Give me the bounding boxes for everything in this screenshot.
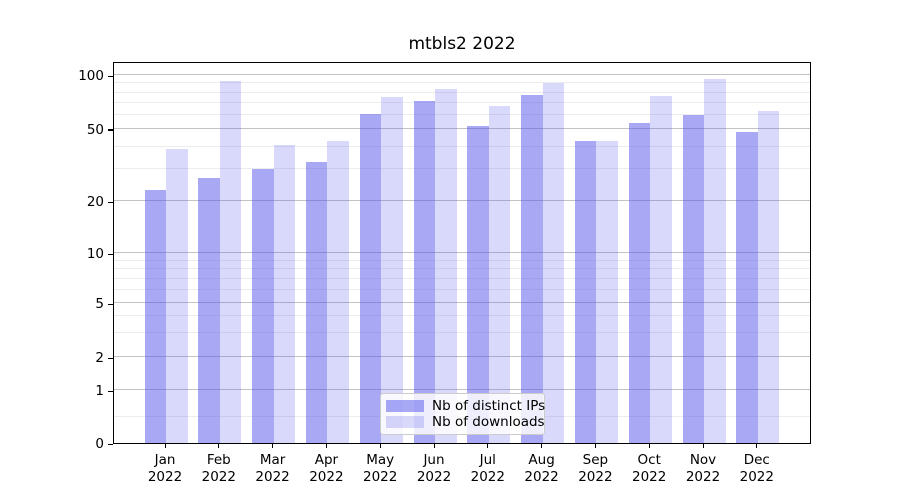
x-tick-label: Oct 2022 [632,452,667,485]
major-gridline [114,127,810,129]
minor-gridline [114,168,810,170]
x-tick-mark [541,444,543,448]
y-tick-label: 100 [78,68,104,85]
bar-sep-downloads [596,140,618,443]
minor-gridline [114,315,810,317]
x-tick-label: Aug 2022 [524,452,559,485]
bar-may-distinct-ips [359,113,382,443]
minor-gridline [114,259,810,261]
x-tick-mark [433,444,435,448]
x-tick-mark [702,444,704,448]
chart-title: mtbls2 2022 [408,34,516,54]
x-tick-mark [487,444,489,448]
major-gridline [114,200,810,202]
y-tick-mark [108,75,113,77]
y-tick-label: 1 [95,383,104,400]
x-tick-label: Jun 2022 [416,452,452,485]
x-tick-mark [379,444,381,448]
bar-jul-distinct-ips [467,125,489,443]
legend-swatch-distinct-ips [386,399,424,412]
bar-mar-distinct-ips [252,169,274,443]
legend: Nb of distinct IPs Nb of downloads [380,393,545,435]
x-tick-mark [648,444,650,448]
x-tick-mark [325,444,328,448]
bar-apr-distinct-ips [305,161,328,443]
x-tick-label: Mar 2022 [255,452,290,485]
y-tick-mark [108,303,113,305]
x-tick-label: Jan 2022 [147,452,183,485]
x-tick-label: Jul 2022 [470,452,505,485]
bar-apr-downloads [327,140,349,443]
x-tick-label: Dec 2022 [739,452,774,485]
bar-jun-downloads [435,88,457,443]
bar-nov-downloads [704,79,726,443]
y-tick-mark [108,390,113,392]
x-tick-mark [756,444,758,448]
bar-aug-distinct-ips [521,94,543,443]
legend-label-downloads: Nb of downloads [432,414,545,431]
bar-jan-distinct-ips [144,190,166,443]
minor-gridline [114,289,810,291]
y-tick-label: 10 [86,246,104,263]
bar-dec-distinct-ips [736,132,758,443]
y-tick-mark [108,201,113,203]
bar-oct-downloads [650,95,672,443]
legend-item-downloads: Nb of downloads [386,414,545,431]
legend-label-distinct-ips: Nb of distinct IPs [432,397,546,414]
x-tick-mark [272,444,274,448]
y-tick-mark [108,253,113,256]
x-tick-label: Nov 2022 [685,452,721,485]
minor-gridline [114,82,810,84]
bar-jun-distinct-ips [413,100,435,443]
x-tick-mark [164,444,166,448]
bar-may-downloads [381,96,403,443]
bar-feb-distinct-ips [198,177,220,443]
bar-jul-downloads [488,106,511,443]
y-tick-label: 50 [86,121,104,138]
bar-dec-downloads [757,111,780,443]
x-tick-mark [218,444,220,448]
bar-feb-downloads [219,80,242,443]
y-tick-mark [108,357,113,360]
x-tick-label: Apr 2022 [309,452,344,485]
bar-oct-distinct-ips [628,123,651,443]
bar-aug-downloads [542,83,565,443]
plot-area [113,62,811,444]
bar-jan-downloads [166,148,188,443]
minor-gridline [114,277,810,279]
y-tick-mark [108,443,113,445]
minor-gridline [114,268,810,270]
major-gridline [114,74,810,76]
bar-nov-distinct-ips [682,114,704,443]
x-tick-label: May 2022 [363,452,398,485]
y-tick-label: 0 [95,436,104,452]
minor-gridline [114,113,810,115]
major-gridline [114,302,810,304]
legend-item-distinct-ips: Nb of distinct IPs [386,397,546,414]
minor-gridline [114,332,810,334]
major-gridline [114,389,810,391]
minor-gridline [114,101,810,103]
bar-mar-downloads [273,144,296,443]
bar-sep-distinct-ips [574,140,597,443]
x-tick-mark [594,444,597,448]
major-gridline [114,252,810,254]
y-tick-label: 20 [86,194,104,211]
major-gridline [114,356,810,358]
y-tick-mark [108,129,113,131]
y-tick-label: 5 [95,296,104,313]
x-tick-label: Sep 2022 [578,452,613,485]
y-tick-label: 2 [95,350,104,367]
minor-gridline [114,145,810,147]
x-tick-label: Feb 2022 [201,452,236,485]
minor-gridline [114,91,810,93]
legend-swatch-downloads [386,416,424,429]
